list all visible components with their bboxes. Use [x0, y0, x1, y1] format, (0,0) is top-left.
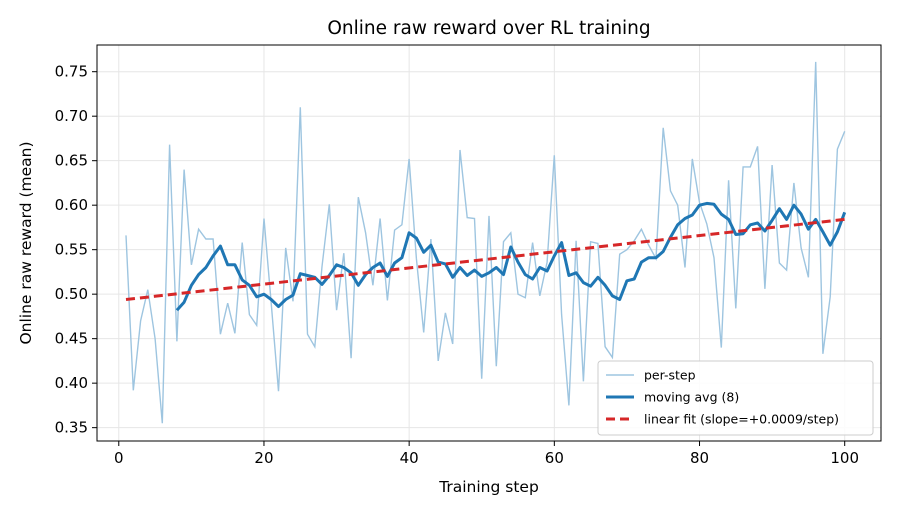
grid — [97, 45, 881, 441]
y-tick-label: 0.65 — [55, 152, 88, 170]
legend-label-per-step: per-step — [644, 368, 696, 383]
moving-avg-line — [175, 201, 847, 312]
y-tick-label: 0.40 — [55, 374, 88, 392]
legend-box — [597, 360, 874, 436]
y-tick-label: 0.50 — [55, 285, 88, 303]
y-tick-label: 0.60 — [55, 196, 88, 214]
plot-frame — [96, 44, 882, 442]
legend-label-linear-fit: linear fit (slope=+0.0009/step) — [644, 412, 839, 427]
legend-label-moving-avg: moving avg (8) — [644, 390, 739, 405]
x-tick-label: 100 — [830, 449, 859, 467]
series-layer — [125, 61, 847, 424]
linear-fit-line — [125, 217, 845, 301]
x-tick-label: 40 — [400, 449, 419, 467]
x-axis-label: Training step — [438, 478, 539, 496]
per-step-line — [125, 61, 846, 424]
x-tick-label: 20 — [254, 449, 273, 467]
x-tick-label: 0 — [114, 449, 124, 467]
y-tick-label: 0.45 — [55, 330, 88, 348]
chart-title: Online raw reward over RL training — [327, 18, 650, 39]
y-tick-label: 0.35 — [55, 419, 88, 437]
y-tick-label: 0.55 — [55, 241, 88, 259]
x-tick-label: 80 — [690, 449, 709, 467]
x-tick-label: 60 — [545, 449, 564, 467]
legend: per-step moving avg (8) linear fit (slop… — [597, 360, 874, 436]
ticks: 0 20 40 60 80 100 0.35 0.40 0.45 0.50 0.55 0.60 0.65… — [55, 63, 859, 467]
y-axis-label: Online raw reward (mean) — [17, 141, 35, 344]
y-tick-label: 0.70 — [55, 107, 88, 125]
y-tick-label: 0.75 — [55, 63, 88, 81]
